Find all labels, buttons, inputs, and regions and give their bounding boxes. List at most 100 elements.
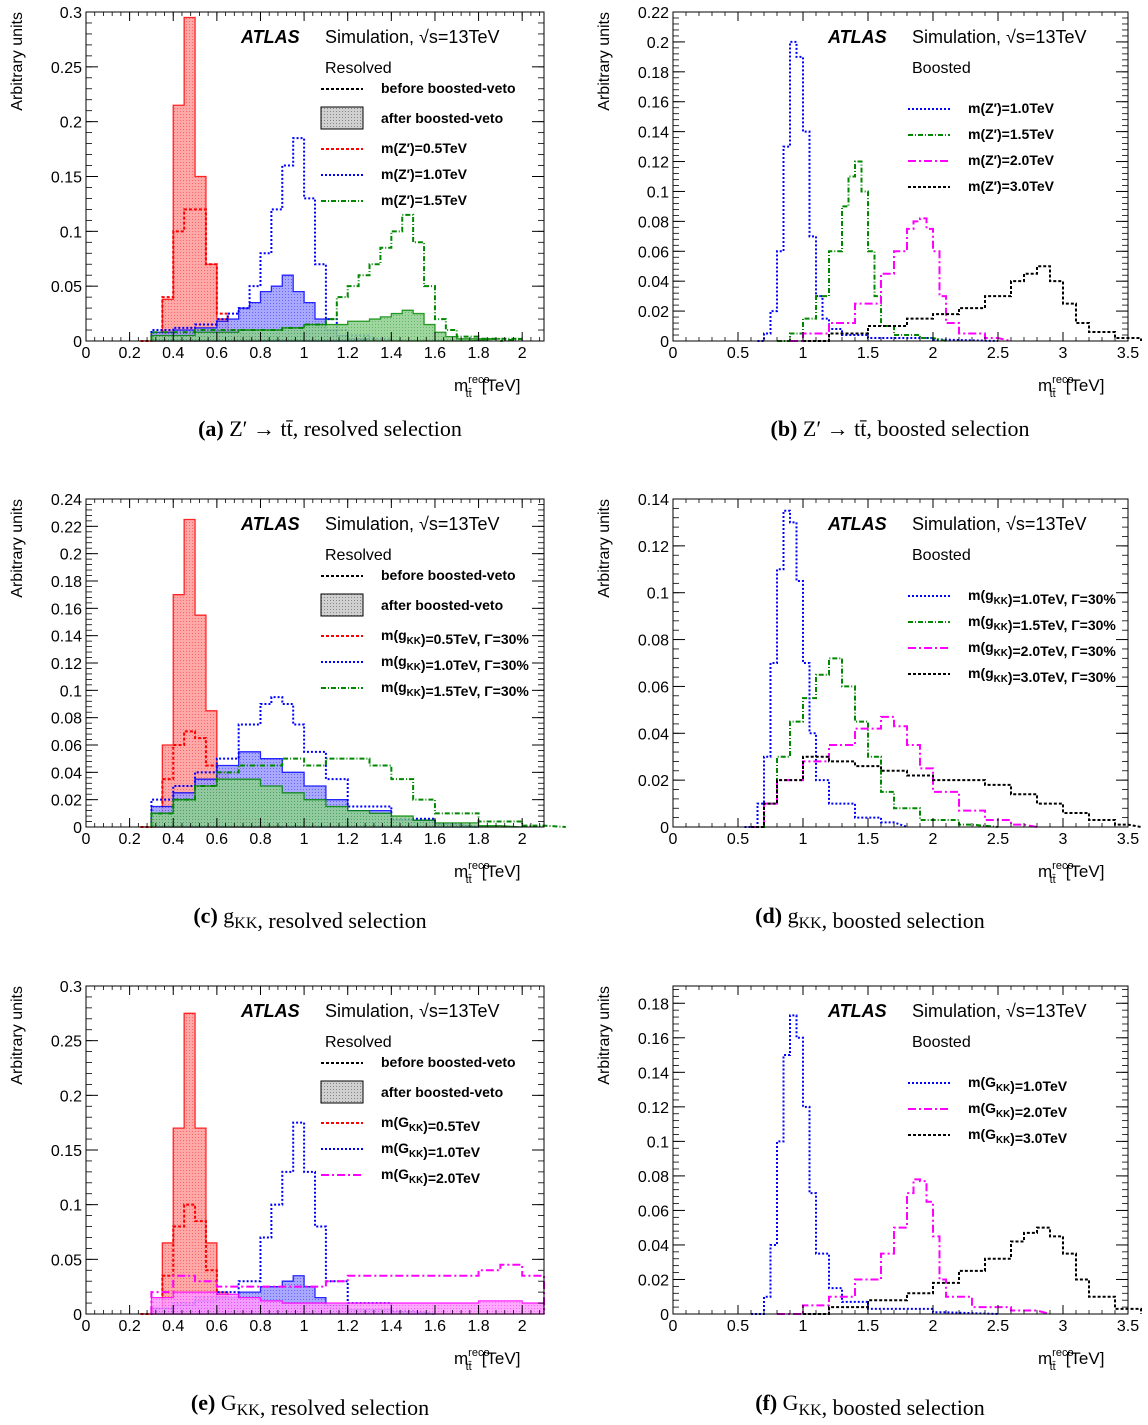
y-tick-label: 0.14: [638, 125, 669, 142]
y-tick-label: 0.08: [638, 1169, 669, 1186]
x-tick-label: 0.8: [249, 831, 271, 848]
y-tick-label: 0.02: [638, 1272, 669, 1289]
series-a-2-before: [150, 213, 523, 342]
y-tick-label: 0.1: [647, 586, 669, 603]
y-tick-label: 0: [660, 820, 669, 837]
y-tick-label: 0.22: [51, 519, 82, 536]
plot-frame-a: [85, 11, 545, 342]
legend-label-before: before boosted-veto: [381, 80, 516, 96]
x-tick-label: 2: [929, 345, 938, 362]
series-f-1-before: [777, 1178, 1051, 1315]
series-b-1-before: [777, 160, 947, 342]
y-tick-label: 0.22: [638, 5, 669, 22]
x-tick-label: 0.5: [727, 345, 749, 362]
x-tick-label: 1.8: [467, 1318, 489, 1335]
x-tick-label: 2: [518, 345, 527, 362]
series-c-1-before: [150, 696, 479, 828]
x-tick-label: 1: [300, 345, 309, 362]
atlas-label: ATLAS: [827, 1001, 887, 1021]
y-tick-label: 0.16: [51, 601, 82, 618]
legend-label-before: before boosted-veto: [381, 567, 516, 583]
x-tick-label: 3: [1059, 831, 1068, 848]
x-tick-label: 0.4: [162, 1318, 184, 1335]
caption-f: (f) GKK, boosted selection: [755, 1390, 985, 1420]
selection-label: Resolved: [325, 60, 392, 77]
x-tick-label: 1.4: [380, 831, 402, 848]
y-tick-label: 0.12: [638, 155, 669, 172]
x-tick-label: 0.2: [118, 1318, 140, 1335]
plot-frame-d: [672, 498, 1129, 828]
x-tick-label: 0.8: [249, 345, 271, 362]
legend-label-f-0: m(GKK)=1.0TeV: [968, 1074, 1068, 1094]
legend-swatch-after: [320, 1080, 364, 1104]
y-tick-label: 0.18: [638, 996, 669, 1013]
x-tick-label: 1: [799, 831, 808, 848]
x-tick-label: 0.5: [727, 1318, 749, 1335]
y-tick-label: 0.12: [638, 1100, 669, 1117]
x-tick-label: 0: [669, 345, 678, 362]
y-tick-label: 0: [73, 820, 82, 837]
simulation-label: Simulation, √s=13TeV: [325, 1001, 499, 1021]
legend-label-f-2: m(GKK)=3.0TeV: [968, 1126, 1068, 1146]
x-tick-label: 2: [518, 1318, 527, 1335]
legend-label-b-1: m(Z′)=1.5TeV: [968, 126, 1055, 142]
y-tick-label: 0.08: [638, 214, 669, 231]
y-tick-label: 0.14: [638, 492, 669, 509]
panel-b: 0 0.5 1 1.5 2 2.5 3 3.5 0 0.02 0.04 0.06 0.08 0.1 0.12…: [596, 5, 1142, 441]
series-f-2-before: [803, 1226, 1142, 1315]
series-d-2-before: [751, 715, 1038, 828]
x-tick-label: 2.5: [987, 345, 1009, 362]
legend-label-after: after boosted-veto: [381, 1084, 503, 1100]
x-tick-label: 1: [799, 345, 808, 362]
y-tick-label: 0.08: [51, 711, 82, 728]
x-tick-label: 1.5: [857, 831, 879, 848]
x-tick-label: 0.4: [162, 345, 184, 362]
panel-d: 0 0.5 1 1.5 2 2.5 3 3.5 0 0.02 0.04 0.06 0.08 0.1 0.12…: [596, 492, 1142, 933]
simulation-label: Simulation, √s=13TeV: [912, 514, 1086, 534]
x-tick-label: 1.5: [857, 345, 879, 362]
y-tick-label: 0.04: [638, 726, 669, 743]
y-tick-label: 0.16: [638, 95, 669, 112]
x-tick-label: 1.8: [467, 345, 489, 362]
x-tick-label: 1.6: [424, 345, 446, 362]
y-tick-label: 0.02: [638, 304, 669, 321]
series-e-2-before: [150, 1263, 545, 1314]
series-d-3-before: [751, 755, 1142, 828]
legend-label-a-1: m(Z′)=1.0TeV: [381, 166, 468, 182]
legend-label-e-0: m(GKK)=0.5TeV: [381, 1114, 481, 1134]
x-tick-label: 0.5: [727, 831, 749, 848]
y-axis-label: Arbitrary units: [596, 499, 613, 598]
y-tick-label: 0: [73, 1307, 82, 1324]
y-tick-label: 0.1: [60, 1198, 82, 1215]
selection-label: Boosted: [912, 1034, 971, 1051]
y-tick-label: 0.04: [638, 1238, 669, 1255]
legend-label-after: after boosted-veto: [381, 110, 503, 126]
atlas-label: ATLAS: [827, 514, 887, 534]
x-tick-label: 2: [929, 1318, 938, 1335]
legend-label-e-1: m(GKK)=1.0TeV: [381, 1140, 481, 1160]
y-tick-label: 0.18: [638, 65, 669, 82]
y-tick-label: 0.06: [638, 679, 669, 696]
x-tick-label: 1.4: [380, 1318, 402, 1335]
y-tick-label: 0.06: [638, 244, 669, 261]
x-tick-label: 0.8: [249, 1318, 271, 1335]
y-tick-label: 0.15: [51, 170, 82, 187]
x-tick-label: 1.8: [467, 831, 489, 848]
caption-d: (d) gKK, boosted selection: [755, 903, 985, 933]
x-tick-label: 0.4: [162, 831, 184, 848]
legend-label-f-1: m(GKK)=2.0TeV: [968, 1100, 1068, 1120]
y-tick-label: 0.1: [60, 224, 82, 241]
legend-label-b-3: m(Z′)=3.0TeV: [968, 178, 1055, 194]
x-axis-label: mreco tt̄ [TeV]: [454, 1347, 520, 1373]
y-tick-label: 0.08: [638, 633, 669, 650]
series-e-0-after: [140, 1012, 251, 1315]
x-axis-label: mreco tt̄ [TeV]: [1038, 860, 1104, 886]
caption-c: (c) gKK, resolved selection: [193, 903, 426, 933]
atlas-label: ATLAS: [827, 27, 887, 47]
plot-frame-b: [672, 11, 1129, 342]
y-axis-label: Arbitrary units: [9, 12, 26, 111]
panel-f: 0 0.5 1 1.5 2 2.5 3 3.5 0 0.02 0.04 0.06 0.08 0.1 0.12…: [596, 985, 1142, 1420]
y-tick-label: 0.1: [60, 683, 82, 700]
x-tick-label: 1.2: [337, 1318, 359, 1335]
